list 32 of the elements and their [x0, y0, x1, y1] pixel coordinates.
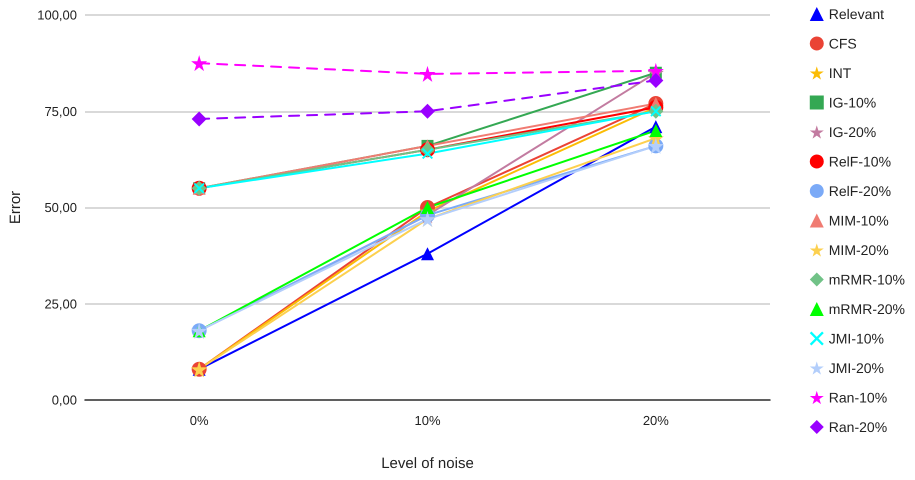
y-tick-label: 75,00	[44, 104, 77, 119]
x-tick-label: 20%	[642, 413, 670, 428]
y-tick-label: 100,00	[37, 8, 77, 22]
point	[420, 66, 436, 82]
legend-label: INT	[828, 65, 852, 81]
point	[192, 111, 207, 126]
legend-label: Ran-10%	[828, 390, 888, 406]
point	[649, 124, 662, 137]
legend-label: RelF-10%	[828, 154, 892, 170]
point	[648, 72, 664, 88]
legend-label: CFS	[828, 36, 857, 52]
y-tick-label: 0,00	[52, 392, 77, 408]
legend-label: mRMR-10%	[828, 272, 906, 288]
legend-label: IG-10%	[828, 94, 876, 110]
legend-label: Ran-20%	[828, 419, 888, 435]
x-axis-title: Level of noise	[381, 455, 474, 472]
x-tick-label: 0%	[190, 413, 209, 428]
legend-label: RelF-20%	[828, 183, 892, 199]
point	[191, 55, 208, 72]
legend-label: mRMR-20%	[828, 301, 906, 317]
y-axis-title: Error	[7, 190, 24, 224]
x-tick-label: 10%	[414, 413, 441, 428]
point	[421, 247, 434, 260]
legend-label: JMI-20%	[828, 360, 884, 376]
y-tick-label: 50,00	[44, 200, 77, 215]
point	[420, 104, 435, 119]
legend-label: MIM-20%	[828, 242, 889, 258]
legend-label: MIM-10%	[828, 212, 889, 228]
legend-label: IG-20%	[828, 124, 876, 140]
legend-label: Relevant	[828, 6, 884, 22]
y-tick-label: 25,00	[44, 296, 77, 312]
legend-label: JMI-10%	[828, 330, 884, 346]
